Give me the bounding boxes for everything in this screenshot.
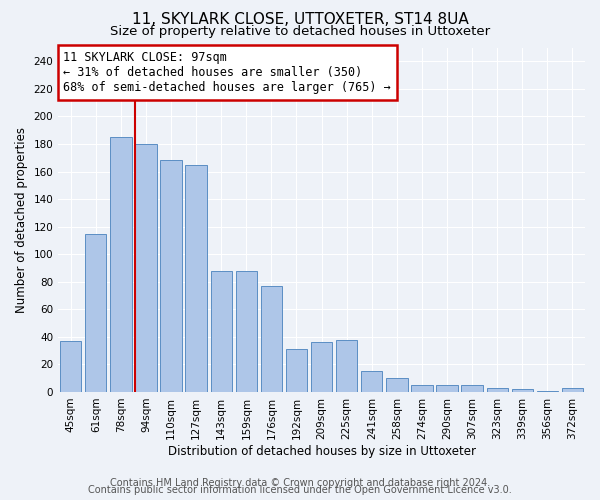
Bar [386,378,407,392]
Bar [436,385,458,392]
Bar [160,160,182,392]
Bar [85,234,106,392]
Bar [236,270,257,392]
Text: Contains public sector information licensed under the Open Government Licence v3: Contains public sector information licen… [88,485,512,495]
Bar [261,286,282,392]
X-axis label: Distribution of detached houses by size in Uttoxeter: Distribution of detached houses by size … [167,444,476,458]
Bar [136,144,157,392]
Bar [461,385,483,392]
Bar [537,390,558,392]
Text: Contains HM Land Registry data © Crown copyright and database right 2024.: Contains HM Land Registry data © Crown c… [110,478,490,488]
Bar [185,164,207,392]
Bar [311,342,332,392]
Bar [211,270,232,392]
Bar [512,389,533,392]
Bar [562,388,583,392]
Text: 11, SKYLARK CLOSE, UTTOXETER, ST14 8UA: 11, SKYLARK CLOSE, UTTOXETER, ST14 8UA [131,12,469,28]
Bar [336,340,358,392]
Text: Size of property relative to detached houses in Uttoxeter: Size of property relative to detached ho… [110,25,490,38]
Bar [361,372,382,392]
Bar [411,385,433,392]
Y-axis label: Number of detached properties: Number of detached properties [15,126,28,312]
Text: 11 SKYLARK CLOSE: 97sqm
← 31% of detached houses are smaller (350)
68% of semi-d: 11 SKYLARK CLOSE: 97sqm ← 31% of detache… [64,51,391,94]
Bar [110,137,131,392]
Bar [487,388,508,392]
Bar [60,341,82,392]
Bar [286,349,307,392]
